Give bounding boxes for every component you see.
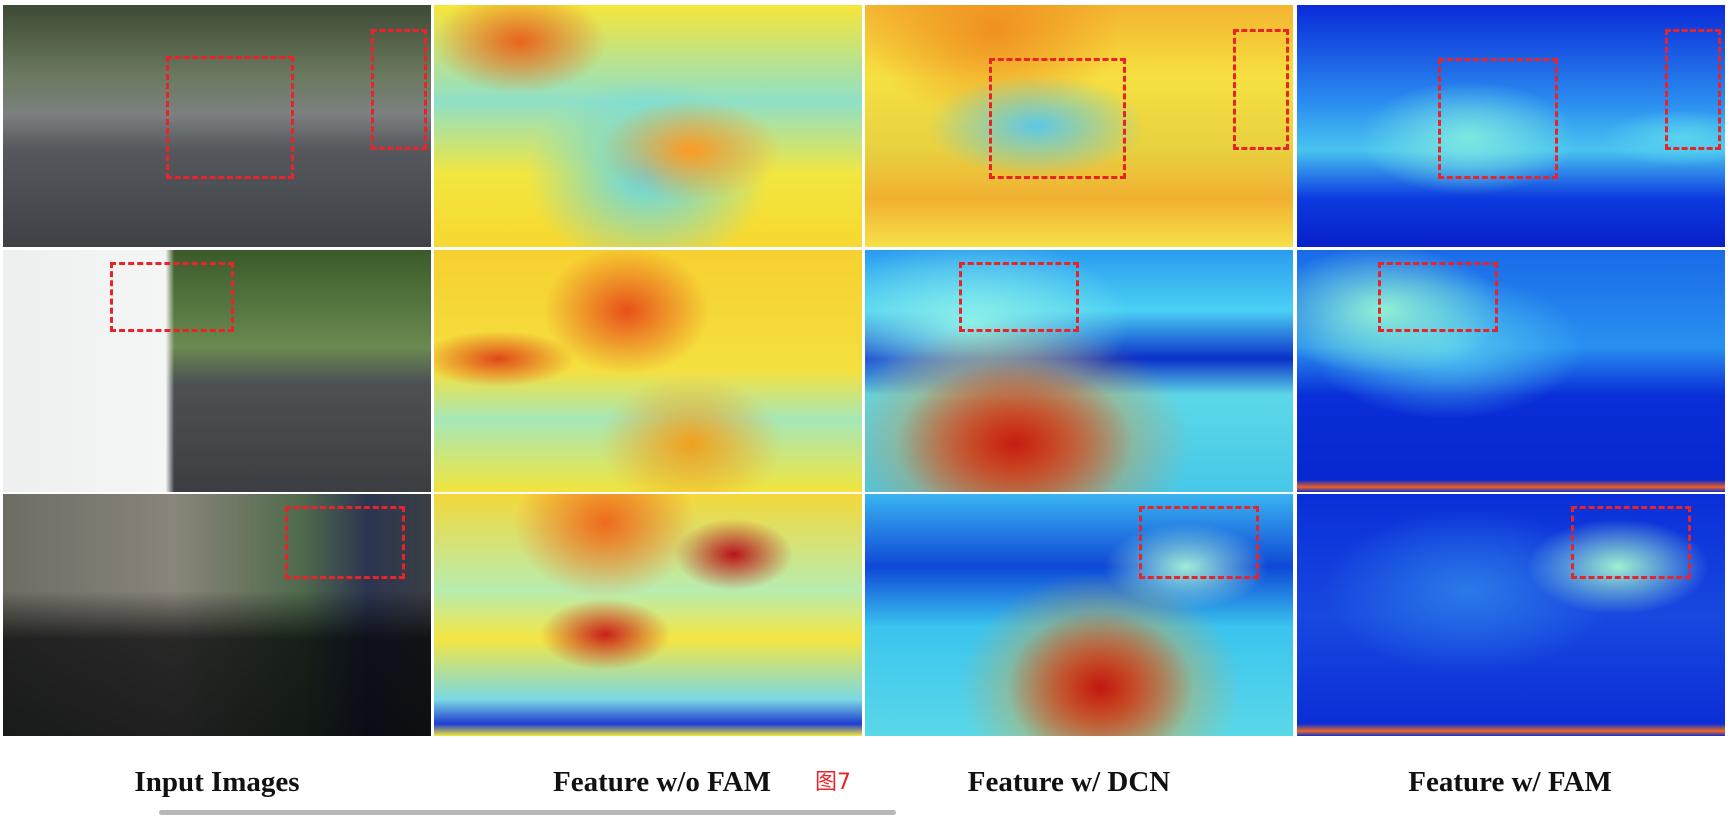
column-caption: Feature w/o FAM [553,766,771,798]
highlight-box [1233,29,1289,151]
column-caption: Input Images [134,766,300,798]
figure-label: 图7 [815,770,851,795]
highlight-box [959,262,1079,333]
highlight-box [285,506,406,579]
highlight-box [1378,262,1499,333]
highlight-box [110,262,235,333]
feature-map [434,5,862,247]
feature-map [1297,494,1725,736]
feature-map [434,250,862,492]
feature-map [865,250,1293,492]
highlight-box [165,55,295,180]
input-image [3,250,431,492]
highlight-box [1138,506,1259,579]
feature-map [1297,5,1725,247]
scrollbar[interactable] [159,810,896,815]
highlight-box [1665,29,1721,151]
feature-map [865,494,1293,736]
highlight-box [1438,58,1559,180]
feature-map [434,494,862,736]
input-image [3,494,431,736]
highlight-box [1570,506,1691,579]
feature-map [1297,250,1725,492]
highlight-box [989,58,1127,180]
highlight-box [371,29,427,151]
column-caption: Feature w/ DCN [967,766,1171,798]
column-caption: Feature w/ FAM [1408,766,1612,798]
feature-map [865,5,1293,247]
input-image [3,5,431,247]
